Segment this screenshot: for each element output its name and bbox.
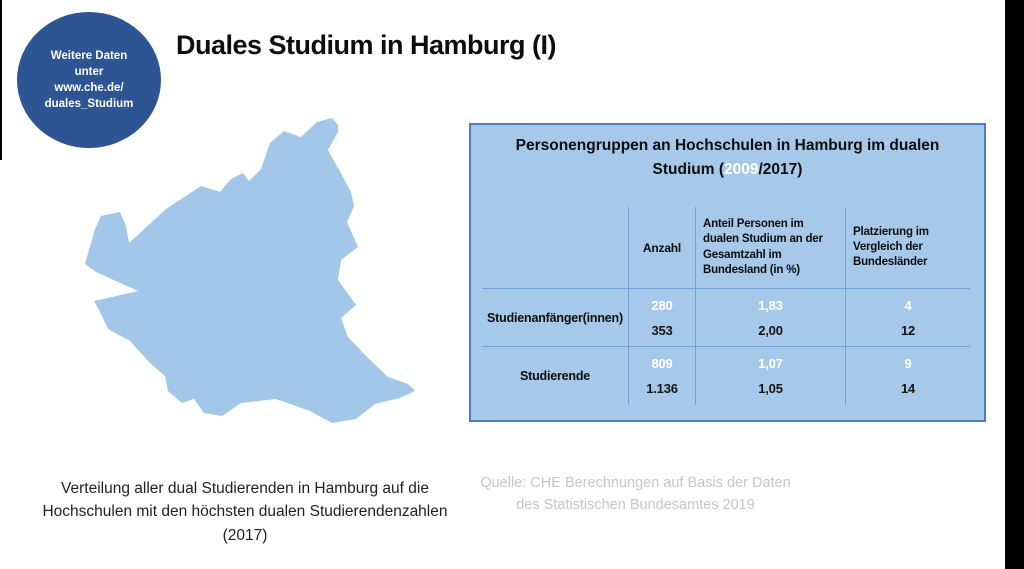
value-2009: 809	[651, 356, 673, 371]
cell-anzahl-studierende: 809 1.136	[628, 347, 695, 405]
table-panel: Personengruppen an Hochschulen in Hambur…	[469, 123, 986, 422]
row-label-studienanfaenger: Studienanfänger(innen)	[482, 289, 628, 347]
value-2017: 14	[900, 381, 916, 396]
panel-title-prefix: Studium (	[652, 161, 725, 179]
data-table: Anzahl Anteil Personen im dualen Studium…	[482, 207, 970, 405]
value-2017: 2,00	[758, 322, 783, 338]
hamburg-map	[70, 100, 450, 450]
cell-platzierung-studienanfaenger: 4 12	[845, 289, 970, 347]
value-2009: 4	[904, 297, 912, 313]
source-note: Quelle: CHE Berechnungen auf Basis der D…	[468, 472, 803, 517]
caption-line: Hochschulen mit den höchsten dualen Stud…	[42, 503, 448, 521]
value-2009: 9	[904, 356, 912, 371]
source-line: des Statistischen Bundesamtes 2019	[516, 497, 755, 514]
page-title: Duales Studium in Hamburg (I)	[176, 30, 557, 60]
panel-title-suffix: /2017)	[758, 161, 803, 179]
badge-url: www.che.de/	[54, 82, 124, 94]
screenshot-right-black-bar	[1005, 0, 1024, 569]
value-2017: 12	[900, 322, 916, 338]
header-anzahl: Anzahl	[628, 207, 695, 289]
value-2017: 353	[651, 322, 673, 338]
cell-anteil-studierende: 1,07 1,05	[695, 347, 845, 405]
hamburg-map-silhouette	[85, 118, 415, 423]
header-empty-cell	[482, 207, 628, 289]
cell-anzahl-studienanfaenger: 280 353	[628, 289, 695, 347]
badge-line: unter	[74, 65, 104, 78]
value-2009: 1,07	[758, 356, 783, 371]
badge-url: duales_Studium	[44, 98, 134, 111]
panel-title: Personengruppen an Hochschulen in Hambur…	[471, 134, 984, 182]
row-label-studierende: Studierende	[519, 369, 591, 383]
che-info-badge: Weitere Daten unter www.che.de/ duales_S…	[17, 12, 161, 148]
value-2009: 1,83	[758, 297, 783, 313]
value-2017: 1,05	[758, 381, 783, 396]
value-2009: 280	[651, 297, 673, 313]
source-line: Quelle: CHE Berechnungen auf Basis der D…	[480, 475, 791, 491]
header-platzierung: Platzierung im Vergleich der Bundeslände…	[845, 207, 970, 289]
year-2009-highlight: 2009	[724, 161, 759, 179]
caption-line: (2017)	[222, 526, 268, 544]
caption-line: Verteilung aller dual Studierenden in Ha…	[61, 480, 429, 497]
header-anzahl-label: Anzahl	[642, 240, 682, 255]
cell-anteil-studienanfaenger: 1,83 2,00	[695, 289, 845, 347]
map-caption: Verteilung aller dual Studierenden in Ha…	[25, 477, 465, 547]
value-2017: 1.136	[646, 381, 678, 396]
badge-line: Weitere Daten	[50, 49, 128, 62]
cell-platzierung-studierende: 9 14	[845, 347, 970, 405]
screenshot-left-black-sliver	[0, 0, 2, 160]
panel-title-line1: Personengruppen an Hochschulen in Hambur…	[515, 137, 940, 154]
badge-text: Weitere Daten unter www.che.de/ duales_S…	[45, 48, 134, 112]
header-anteil: Anteil Personen im dualen Studium an der…	[695, 207, 845, 289]
panel-title-line2: Studium (2009/2017)	[471, 158, 984, 182]
